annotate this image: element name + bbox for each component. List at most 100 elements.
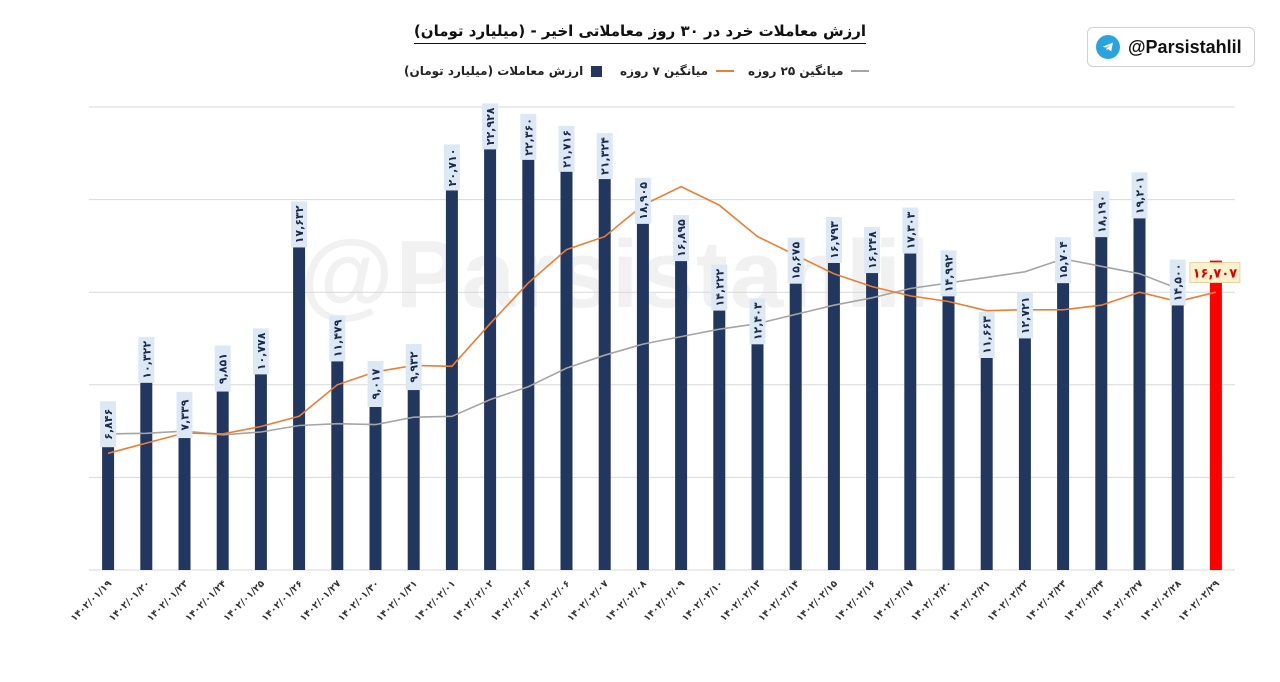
data-label: ۶,۸۴۶ (102, 409, 115, 440)
data-label: ۱۶,۷۰۷ (1193, 267, 1238, 282)
data-label-box (100, 401, 117, 448)
legend-swatch-ma7 (716, 70, 735, 72)
data-label-box (252, 328, 269, 375)
data-label: ۱۶,۲۴۸ (866, 231, 879, 269)
bar (1095, 233, 1108, 570)
bar (1209, 260, 1222, 570)
bar (1171, 301, 1184, 570)
bar (942, 292, 955, 570)
data-label: ۱۰,۷۷۸ (255, 332, 268, 370)
bar (293, 243, 306, 570)
data-label-box (482, 103, 499, 150)
data-label-box (1055, 237, 1072, 284)
data-label: ۹,۸۵۱ (217, 353, 230, 384)
bar (522, 155, 535, 570)
data-label-group: ۲۱,۳۲۴ (596, 133, 613, 180)
data-label: ۱۴,۵۰۰ (1172, 264, 1185, 302)
data-label-box (596, 133, 613, 180)
data-label-box (1189, 262, 1241, 283)
data-label-box (443, 144, 460, 191)
bar (636, 219, 649, 570)
data-label: ۲۱,۳۲۴ (599, 137, 612, 175)
data-label-box (367, 361, 384, 408)
legend-item-bars: ارزش معاملات (میلیارد تومان) (404, 64, 603, 78)
bar (484, 145, 497, 570)
brand-handle: @Parsistahlil (1128, 36, 1242, 57)
data-label-group: ۹,۹۳۲ (405, 344, 422, 391)
data-label-group: ۹,۰۱۷ (367, 361, 384, 408)
data-label-box (711, 264, 728, 311)
data-label: ۱۷,۶۳۲ (293, 205, 306, 243)
bar (904, 249, 917, 570)
data-label-box (138, 336, 155, 383)
bar (598, 175, 611, 570)
data-label-box (864, 227, 881, 274)
data-label-box (749, 298, 766, 345)
data-label-group: ۱۶,۲۴۸ (864, 227, 881, 274)
ma25-line (108, 258, 1178, 436)
data-label-box (978, 312, 995, 359)
bar (178, 434, 191, 570)
data-label-group: ۲۱,۷۱۶ (558, 125, 575, 172)
data-label: ۱۱,۶۶۳ (981, 316, 994, 354)
bar (1133, 214, 1146, 571)
legend-item-ma7: میانگین ۷ روزه (620, 64, 735, 78)
data-label-group: ۱۲,۷۲۱ (1016, 292, 1033, 339)
data-label-box (1093, 191, 1110, 238)
data-label: ۱۲,۷۲۱ (1019, 297, 1032, 335)
data-label-box (787, 237, 804, 284)
data-label-group: ۶,۸۴۶ (100, 401, 117, 448)
legend: ارزش معاملات (میلیارد تومان) میانگین ۷ ر… (0, 64, 1280, 84)
data-label-group: ۱۵,۶۷۵ (787, 237, 804, 284)
watermark: @Parsistahlil (300, 221, 932, 328)
data-label: ۲۱,۷۱۶ (561, 130, 574, 168)
data-label: ۹,۰۱۷ (370, 368, 383, 399)
data-label-box (634, 177, 651, 224)
bar (407, 386, 420, 570)
legend-label-ma25: میانگین ۲۵ روزه (748, 64, 844, 78)
data-label-box (214, 345, 231, 392)
bar (1057, 279, 1070, 570)
data-label-group: ۱۴,۲۲۲ (711, 264, 728, 311)
data-label-group: ۲۲,۹۲۸ (482, 103, 499, 150)
bar (789, 279, 802, 570)
data-label-group: ۱۵,۷۰۴ (1055, 237, 1072, 284)
data-label-group: ۱۱,۴۷۹ (329, 315, 346, 362)
data-label-box (405, 344, 422, 391)
bar (331, 357, 344, 570)
data-label: ۱۸,۹۰۵ (637, 182, 650, 220)
data-label-group: ۱۲,۴۰۳ (749, 298, 766, 345)
data-label-group: ۱۱,۶۶۳ (978, 312, 995, 359)
bar (140, 378, 153, 570)
data-label-group: ۷,۳۳۹ (176, 392, 193, 439)
data-label-box (1016, 292, 1033, 339)
x-tick-label: ۱۴۰۲/۰۲/۲۹ (1177, 578, 1223, 624)
data-label: ۱۹,۲۰۱ (1134, 177, 1147, 215)
data-label-box (520, 113, 537, 160)
bar (713, 306, 726, 570)
data-label-box (176, 392, 193, 439)
bar (216, 387, 229, 570)
legend-swatch-bars (591, 65, 603, 77)
bar (254, 370, 267, 570)
data-label: ۱۵,۶۷۵ (790, 242, 803, 280)
data-label-box (673, 215, 690, 262)
data-label-box (940, 250, 957, 297)
brand-badge[interactable]: @Parsistahlil (1087, 27, 1255, 67)
data-label-group: ۲۲,۳۶۰ (520, 113, 537, 160)
legend-swatch-ma25 (851, 70, 870, 72)
data-label-box (1131, 172, 1148, 219)
data-label-group: ۲۰,۷۱۰ (443, 144, 460, 191)
data-label-group: ۱۷,۳۰۳ (902, 207, 919, 254)
data-label: ۱۶,۷۹۳ (828, 221, 841, 259)
legend-label-ma7: میانگین ۷ روزه (620, 64, 709, 78)
data-label-group: ۱۶,۷۹۳ (825, 216, 842, 263)
data-label: ۱۱,۴۷۹ (331, 319, 344, 357)
data-label: ۱۶,۸۹۵ (675, 219, 688, 257)
bar (445, 186, 458, 570)
data-label-group: ۱۰,۳۲۲ (138, 336, 155, 383)
data-label-box (902, 207, 919, 254)
data-label: ۱۰,۳۲۲ (140, 341, 153, 379)
data-label-box (1169, 259, 1186, 306)
ma7-line (107, 185, 1217, 455)
